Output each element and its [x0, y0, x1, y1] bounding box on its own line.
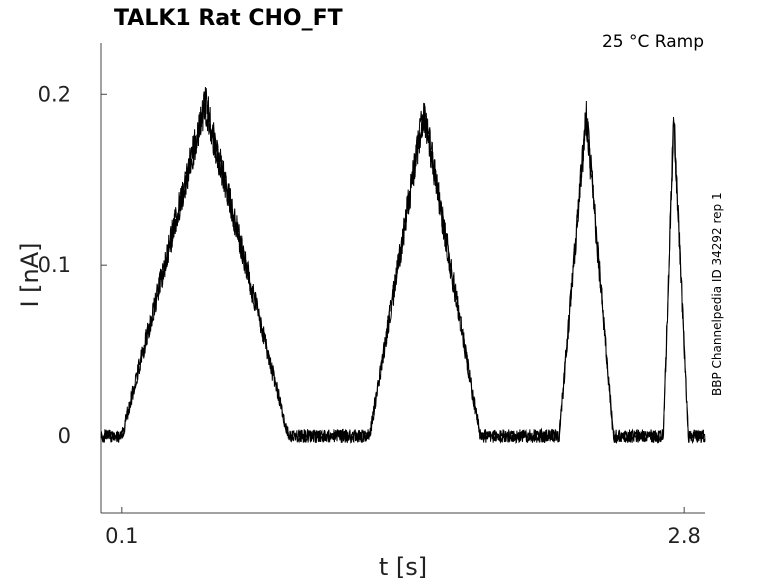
x-tick-label: 0.1 — [105, 524, 138, 548]
y-axis-label: I [nA] — [16, 242, 44, 307]
x-tick-label: 2.8 — [667, 524, 700, 548]
x-axis-label: t [s] — [379, 553, 427, 581]
y-tick-label: 0 — [58, 424, 71, 448]
side-label: BBP Channelpedia ID 34292 rep 1 — [710, 192, 724, 396]
current-trace-line — [100, 86, 706, 444]
current-trace-line — [100, 88, 706, 445]
y-tick-label: 0.2 — [38, 82, 71, 106]
condition-label: 25 °C Ramp — [602, 32, 704, 52]
chart-title: TALK1 Rat CHO_FT — [114, 6, 343, 31]
y-tick-label: 0.1 — [38, 253, 71, 277]
